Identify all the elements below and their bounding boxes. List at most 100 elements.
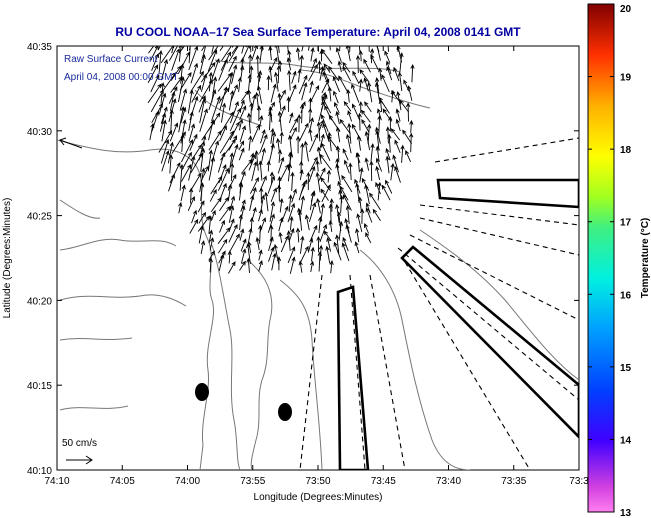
current-vector	[339, 185, 349, 201]
x-tick-label: 73:50	[305, 476, 330, 487]
current-vector	[299, 235, 305, 254]
current-vector	[207, 49, 218, 72]
current-vector	[339, 118, 351, 135]
current-vector	[147, 83, 162, 104]
current-vector	[327, 135, 340, 152]
current-vector	[369, 192, 381, 211]
current-vector	[219, 219, 226, 233]
current-vector	[388, 115, 393, 132]
current-vector	[255, 236, 260, 251]
current-vector	[381, 74, 390, 93]
current-vector	[359, 208, 365, 224]
current-vector	[370, 143, 375, 162]
colorbar-label: Temperature (°C)	[640, 218, 651, 299]
current-vector-field	[147, 46, 415, 274]
current-vector	[169, 46, 179, 61]
current-vector	[342, 61, 351, 73]
current-vector	[288, 112, 294, 124]
current-vector	[339, 46, 341, 52]
current-vector	[200, 240, 206, 254]
current-vector	[218, 250, 226, 264]
current-vector	[231, 64, 238, 85]
current-vector	[180, 133, 185, 153]
current-vector	[370, 54, 379, 71]
current-vector	[200, 73, 208, 92]
current-vector	[270, 127, 275, 144]
current-vector	[287, 202, 296, 223]
current-vector	[359, 69, 370, 83]
current-vector	[405, 149, 412, 162]
current-vector	[180, 119, 187, 144]
current-vector	[150, 74, 160, 93]
current-vector	[171, 48, 181, 71]
current-vector	[264, 191, 269, 212]
current-vector	[270, 83, 277, 103]
current-vector	[397, 71, 403, 91]
current-vector	[190, 62, 199, 84]
current-vector	[343, 101, 352, 112]
current-vector	[277, 156, 285, 174]
current-vector	[310, 224, 318, 241]
current-vector	[307, 237, 314, 253]
current-vector	[277, 60, 283, 72]
current-vector	[410, 63, 415, 83]
current-vector	[326, 169, 332, 183]
current-vector	[317, 46, 320, 52]
current-vector	[308, 201, 317, 223]
scale-arrow	[66, 455, 93, 465]
current-vector	[219, 196, 229, 212]
current-vector	[367, 81, 373, 103]
current-vector	[161, 72, 177, 93]
current-vector	[308, 97, 313, 111]
current-vector	[261, 46, 264, 52]
current-vector	[377, 181, 382, 201]
current-vector	[347, 110, 353, 122]
current-vector	[352, 70, 360, 85]
current-vector	[199, 98, 207, 124]
current-vector	[335, 234, 340, 254]
current-vector	[384, 50, 391, 64]
current-vector	[316, 121, 321, 142]
current-vector	[266, 160, 271, 172]
current-vector	[310, 57, 317, 72]
current-vector	[181, 164, 192, 182]
current-vector	[381, 184, 391, 201]
shipping-lanes	[299, 137, 579, 470]
current-vector	[228, 90, 235, 111]
colorbar-ticks: 20 19 18 17 16 15 14 13	[588, 3, 632, 518]
current-vector	[208, 215, 213, 234]
current-vector	[269, 201, 276, 222]
current-vector	[167, 141, 174, 164]
current-vector	[157, 46, 161, 51]
current-vector	[240, 57, 245, 71]
current-vector	[309, 191, 315, 211]
current-vector	[308, 107, 313, 123]
current-vector	[259, 46, 264, 63]
current-vector	[148, 46, 155, 54]
current-vector	[393, 66, 400, 82]
current-vector	[343, 159, 350, 174]
current-vector	[246, 112, 252, 134]
buoy-marker	[278, 403, 292, 421]
current-vector	[179, 88, 188, 111]
current-vector	[199, 167, 206, 193]
current-vector	[395, 108, 401, 122]
current-vector	[287, 163, 293, 182]
current-vector	[188, 46, 199, 71]
current-vector	[241, 158, 253, 174]
current-vector	[319, 224, 328, 243]
current-vector	[169, 108, 174, 134]
current-vector	[399, 99, 410, 113]
current-vector	[287, 152, 294, 171]
current-vector	[364, 183, 370, 205]
current-vector	[218, 253, 225, 272]
contour-near	[194, 59, 401, 470]
y-tick-label: 40:35	[27, 42, 52, 53]
current-vector	[329, 46, 331, 51]
current-vector	[316, 198, 321, 214]
current-vector	[256, 105, 262, 121]
current-vector	[228, 223, 238, 243]
current-vector	[295, 135, 301, 154]
current-vector	[310, 246, 315, 262]
current-vector	[365, 207, 373, 223]
